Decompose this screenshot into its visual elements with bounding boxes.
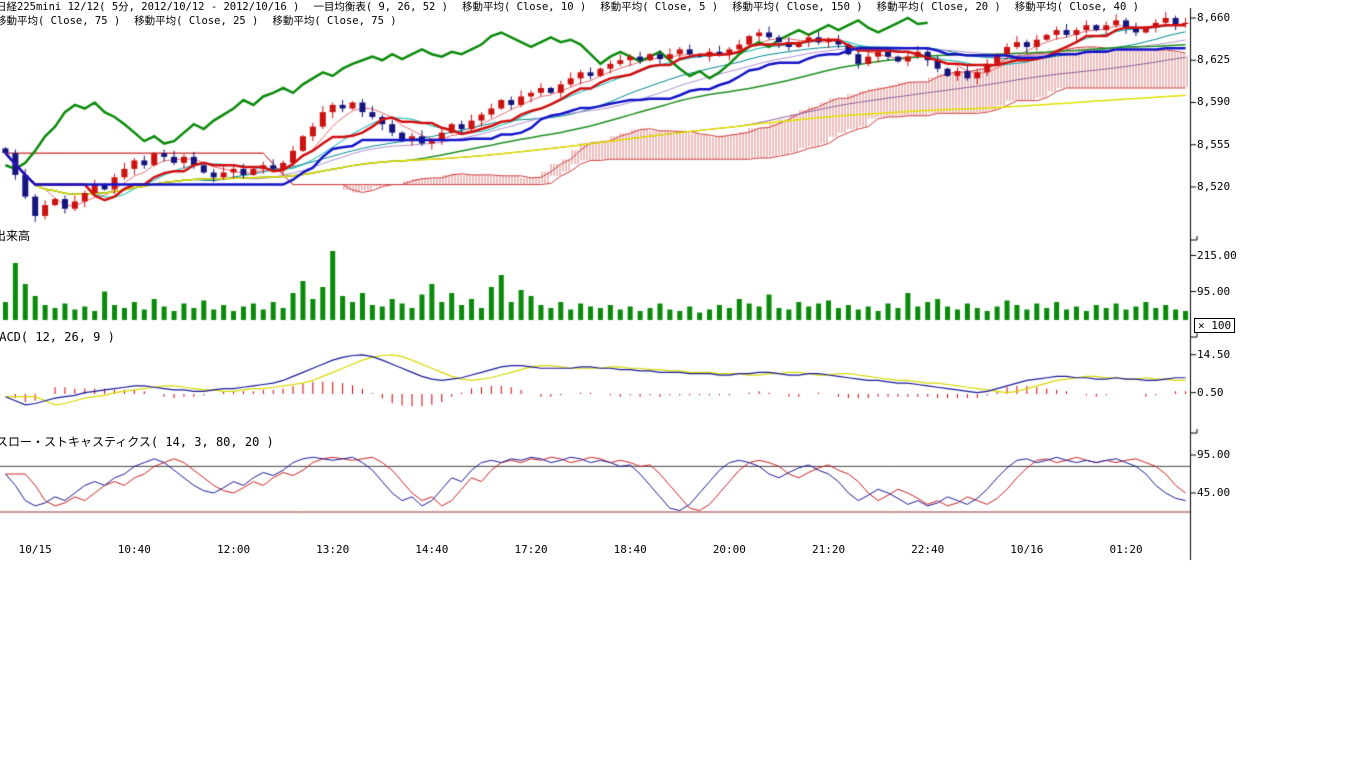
stoch-axis-label: 95.00 <box>1197 449 1230 461</box>
chart-application: 日経225mini 12/12( 5分, 2012/10/12 - 2012/1… <box>0 0 1366 768</box>
price-chart-canvas[interactable] <box>0 0 1366 570</box>
price-axis-label: 8,590 <box>1197 96 1230 108</box>
time-axis-label: 21:20 <box>806 544 852 556</box>
indicator-label: 日経225mini 12/12( 5分, 2012/10/12 - 2012/1… <box>0 1 299 14</box>
stoch-axis-label: 45.00 <box>1197 487 1230 499</box>
macd-panel-label: MACD( 12, 26, 9 ) <box>0 331 115 343</box>
stochastics-panel-label: スロー・ストキャスティクス( 14, 3, 80, 20 ) <box>0 436 274 448</box>
time-axis-label: 20:00 <box>706 544 752 556</box>
time-axis-label: 01:20 <box>1103 544 1149 556</box>
time-axis-label: 10/16 <box>1004 544 1050 556</box>
indicator-label: 移動平均( Close, 75 ) <box>0 15 120 28</box>
time-axis-label: 13:20 <box>310 544 356 556</box>
volume-axis-label: 215.00 <box>1197 250 1237 262</box>
indicator-label: 移動平均( Close, 150 ) <box>732 1 863 14</box>
indicator-label: 一目均衡表( 9, 26, 52 ) <box>313 1 448 14</box>
time-axis-label: 12:00 <box>211 544 257 556</box>
indicator-header-line2: 移動平均( Close, 75 ) 移動平均( Close, 25 ) 移動平均( … <box>0 15 397 28</box>
time-axis-label: 17:20 <box>508 544 554 556</box>
indicator-label: 移動平均( Close, 10 ) <box>462 1 586 14</box>
volume-axis-label: 95.00 <box>1197 286 1230 298</box>
volume-unit-box: × 100 <box>1194 318 1235 333</box>
indicator-label: 移動平均( Close, 20 ) <box>877 1 1001 14</box>
price-axis-label: 8,660 <box>1197 12 1230 24</box>
time-axis-label: 10:40 <box>111 544 157 556</box>
time-axis-label: 10/15 <box>12 544 58 556</box>
indicator-label: 移動平均( Close, 25 ) <box>134 15 258 28</box>
time-axis-label: 18:40 <box>607 544 653 556</box>
time-axis-label: 14:40 <box>409 544 455 556</box>
indicator-label: 移動平均( Close, 5 ) <box>600 1 718 14</box>
indicator-label: 移動平均( Close, 40 ) <box>1015 1 1139 14</box>
price-axis-label: 8,625 <box>1197 54 1230 66</box>
indicator-label: 移動平均( Close, 75 ) <box>272 15 396 28</box>
time-axis-label: 22:40 <box>905 544 951 556</box>
macd-axis-label: 0.50 <box>1197 387 1224 399</box>
price-axis-label: 8,555 <box>1197 139 1230 151</box>
macd-axis-label: 14.50 <box>1197 349 1230 361</box>
volume-panel-label: 出来高 <box>0 230 30 242</box>
indicator-header-line1: 日経225mini 12/12( 5分, 2012/10/12 - 2012/1… <box>0 1 1139 14</box>
price-axis-label: 8,520 <box>1197 181 1230 193</box>
